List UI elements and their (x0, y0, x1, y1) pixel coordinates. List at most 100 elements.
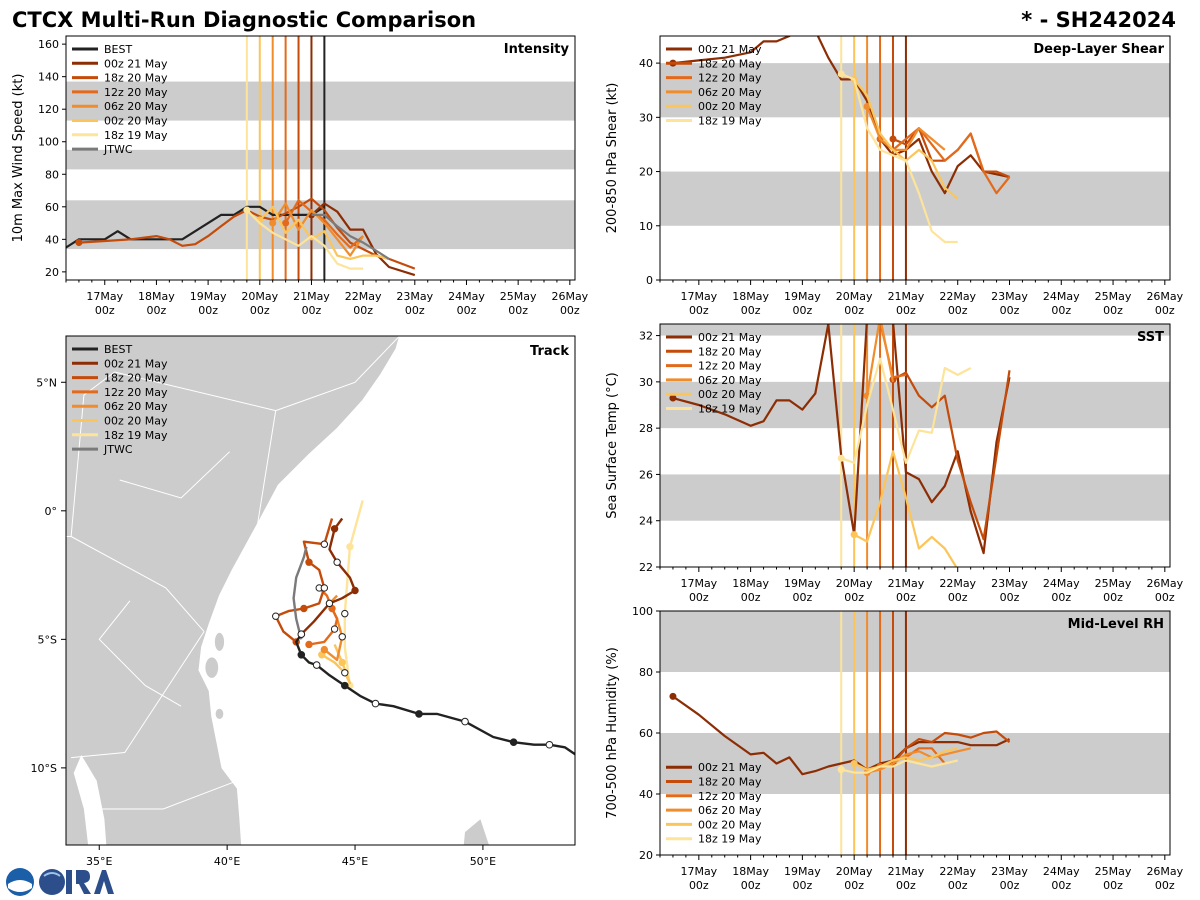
storm-id: * - SH242024 (1021, 8, 1176, 32)
x-tick-label: 17May 00z (86, 290, 123, 317)
series-06z-20-may (271, 202, 365, 257)
x-tick-label: 19May 00z (784, 865, 821, 892)
y-tick-label: 20 (639, 849, 653, 862)
x-tick-label: 26May 00z (551, 290, 588, 317)
init-point-00z-21-may (669, 692, 677, 700)
x-tick-label: 23May 00z (396, 290, 433, 317)
panel-title: Track (530, 344, 569, 359)
track-00z-21-may (300, 517, 357, 636)
track-best (295, 633, 575, 756)
forecast-fix-18z-20-may (320, 540, 329, 548)
series-18z-20-may (892, 730, 1011, 765)
x-tick-label: 17May 00z (680, 577, 717, 604)
x-tick-label: 21May 00z (293, 290, 330, 317)
admin-border (275, 336, 401, 412)
threshold-band-0 (660, 171, 1170, 226)
y-tick-label: 120 (38, 103, 59, 116)
lat-tick-label: 0° (45, 505, 58, 518)
lon-tick-label: 35°E (86, 855, 112, 868)
legend-label-18z-19-may: 18z 19 May (104, 129, 168, 142)
panel-title: Deep-Layer Shear (1033, 42, 1164, 57)
x-tick-label: 22May 00z (939, 290, 976, 317)
threshold-band-0 (660, 474, 1170, 521)
best-track-fix (415, 710, 423, 718)
x-tick-label: 18May 00z (732, 577, 769, 604)
y-tick-label: 30 (639, 111, 653, 124)
forecast-fix-06z-20-may (320, 645, 329, 654)
legend-label-18z-19-may: 18z 19 May (698, 403, 762, 416)
y-tick-label: 140 (38, 71, 59, 84)
series-18z-19-may (246, 209, 364, 270)
y-tick-label: 100 (632, 605, 653, 618)
track-panel: 35°E 40°E 45°E 50°E5°N0°5°S10°STrackBEST00z… (31, 335, 584, 868)
best-track-fix (297, 630, 306, 639)
legend-label-00z-21-may: 00z 21 May (698, 331, 762, 344)
series-18z-20-may (892, 370, 1011, 541)
y-tick-label: 80 (45, 168, 59, 181)
best-track-fix (312, 661, 321, 669)
lon-tick-label: 40°E (214, 855, 240, 868)
legend-label-06z-20-may: 06z 20 May (104, 100, 168, 113)
track-frame (65, 335, 576, 846)
legend-label-12z-20-may: 12z 20 May (698, 790, 762, 803)
series-18z-19-may (840, 357, 972, 464)
x-tick-label: 24May 00z (448, 290, 485, 317)
legend-label-12z-20-may: 12z 20 May (698, 72, 762, 85)
best-track-fix (577, 754, 584, 761)
legend-label-12z-20-may: 12z 20 May (698, 360, 762, 373)
init-point-12z-20-may (282, 219, 290, 227)
x-tick-label: 26May 00z (1146, 577, 1183, 604)
forecast-fix-18z-20-may (305, 558, 313, 566)
y-tick-label: 20 (639, 166, 653, 179)
x-tick-label: 26May 00z (1146, 290, 1183, 317)
x-tick-label: 24May 00z (1043, 577, 1080, 604)
x-tick-label: 18May 00z (732, 865, 769, 892)
x-tick-label: 20May 00z (836, 290, 873, 317)
y-axis-label: 200-850 hPa Shear (kt) (605, 83, 620, 234)
series-00z-21-may (672, 695, 1010, 776)
init-point-18z-20-may (889, 135, 897, 143)
x-tick-label: 25May 00z (1095, 577, 1132, 604)
best-track-fix (461, 717, 469, 726)
placeholder-region (445, 819, 575, 858)
forecast-fix-00z-21-may (330, 525, 339, 533)
y-tick-label: 100 (38, 136, 59, 149)
legend-label-00z-20-may: 00z 20 May (698, 100, 762, 113)
track-jtwc (292, 546, 308, 640)
threshold-band-2 (66, 81, 575, 121)
y-tick-label: 40 (45, 233, 59, 246)
forecast-fix-18z-19-may (346, 543, 354, 551)
x-tick-label: 23May 00z (991, 577, 1028, 604)
forecast-fix-12z-20-may (305, 640, 313, 649)
admin-border (71, 631, 205, 759)
init-point-18z-19-may (837, 454, 845, 462)
rh-panel: 20 40 60 80 100 17May 00z 18May 00z 19May 00z 20May… (605, 605, 1184, 892)
admin-border (98, 600, 182, 707)
legend-label-12z-20-may: 12z 20 May (104, 86, 168, 99)
y-tick-label: 160 (38, 38, 59, 51)
x-tick-label: 21May 00z (888, 865, 925, 892)
legend-label-00z-20-may: 00z 20 May (104, 415, 168, 428)
x-tick-label: 19May 00z (190, 290, 227, 317)
island (214, 632, 225, 651)
init-point-00z-20-may (850, 760, 858, 767)
legend-label-00z-20-may: 00z 20 May (104, 115, 168, 128)
legend-label-00z-20-may: 00z 20 May (698, 818, 762, 831)
island (215, 708, 224, 720)
cira-noaa-logo (6, 868, 114, 896)
legend-label-18z-20-may: 18z 20 May (104, 72, 168, 85)
series-00z-21-may (310, 202, 416, 277)
x-tick-label: 21May 00z (888, 577, 925, 604)
legend-label-06z-20-may: 06z 20 May (698, 374, 762, 387)
x-tick-label: 23May 00z (991, 865, 1028, 892)
shear-panel: 0 10 20 30 40 17May 00z 18May 00z 19May 00z 20May 00… (605, 35, 1184, 317)
threshold-band-1 (660, 611, 1170, 672)
series-00z-20-may (853, 450, 958, 567)
panel-title: SST (1137, 330, 1164, 345)
series-00z-21-may (672, 324, 1011, 555)
panel-title: Mid-Level RH (1068, 617, 1164, 632)
x-tick-label: 22May 00z (939, 865, 976, 892)
legend-label-18z-19-may: 18z 19 May (698, 115, 762, 128)
y-tick-label: 40 (639, 788, 653, 801)
legend-label-18z-20-may: 18z 20 May (104, 372, 168, 385)
